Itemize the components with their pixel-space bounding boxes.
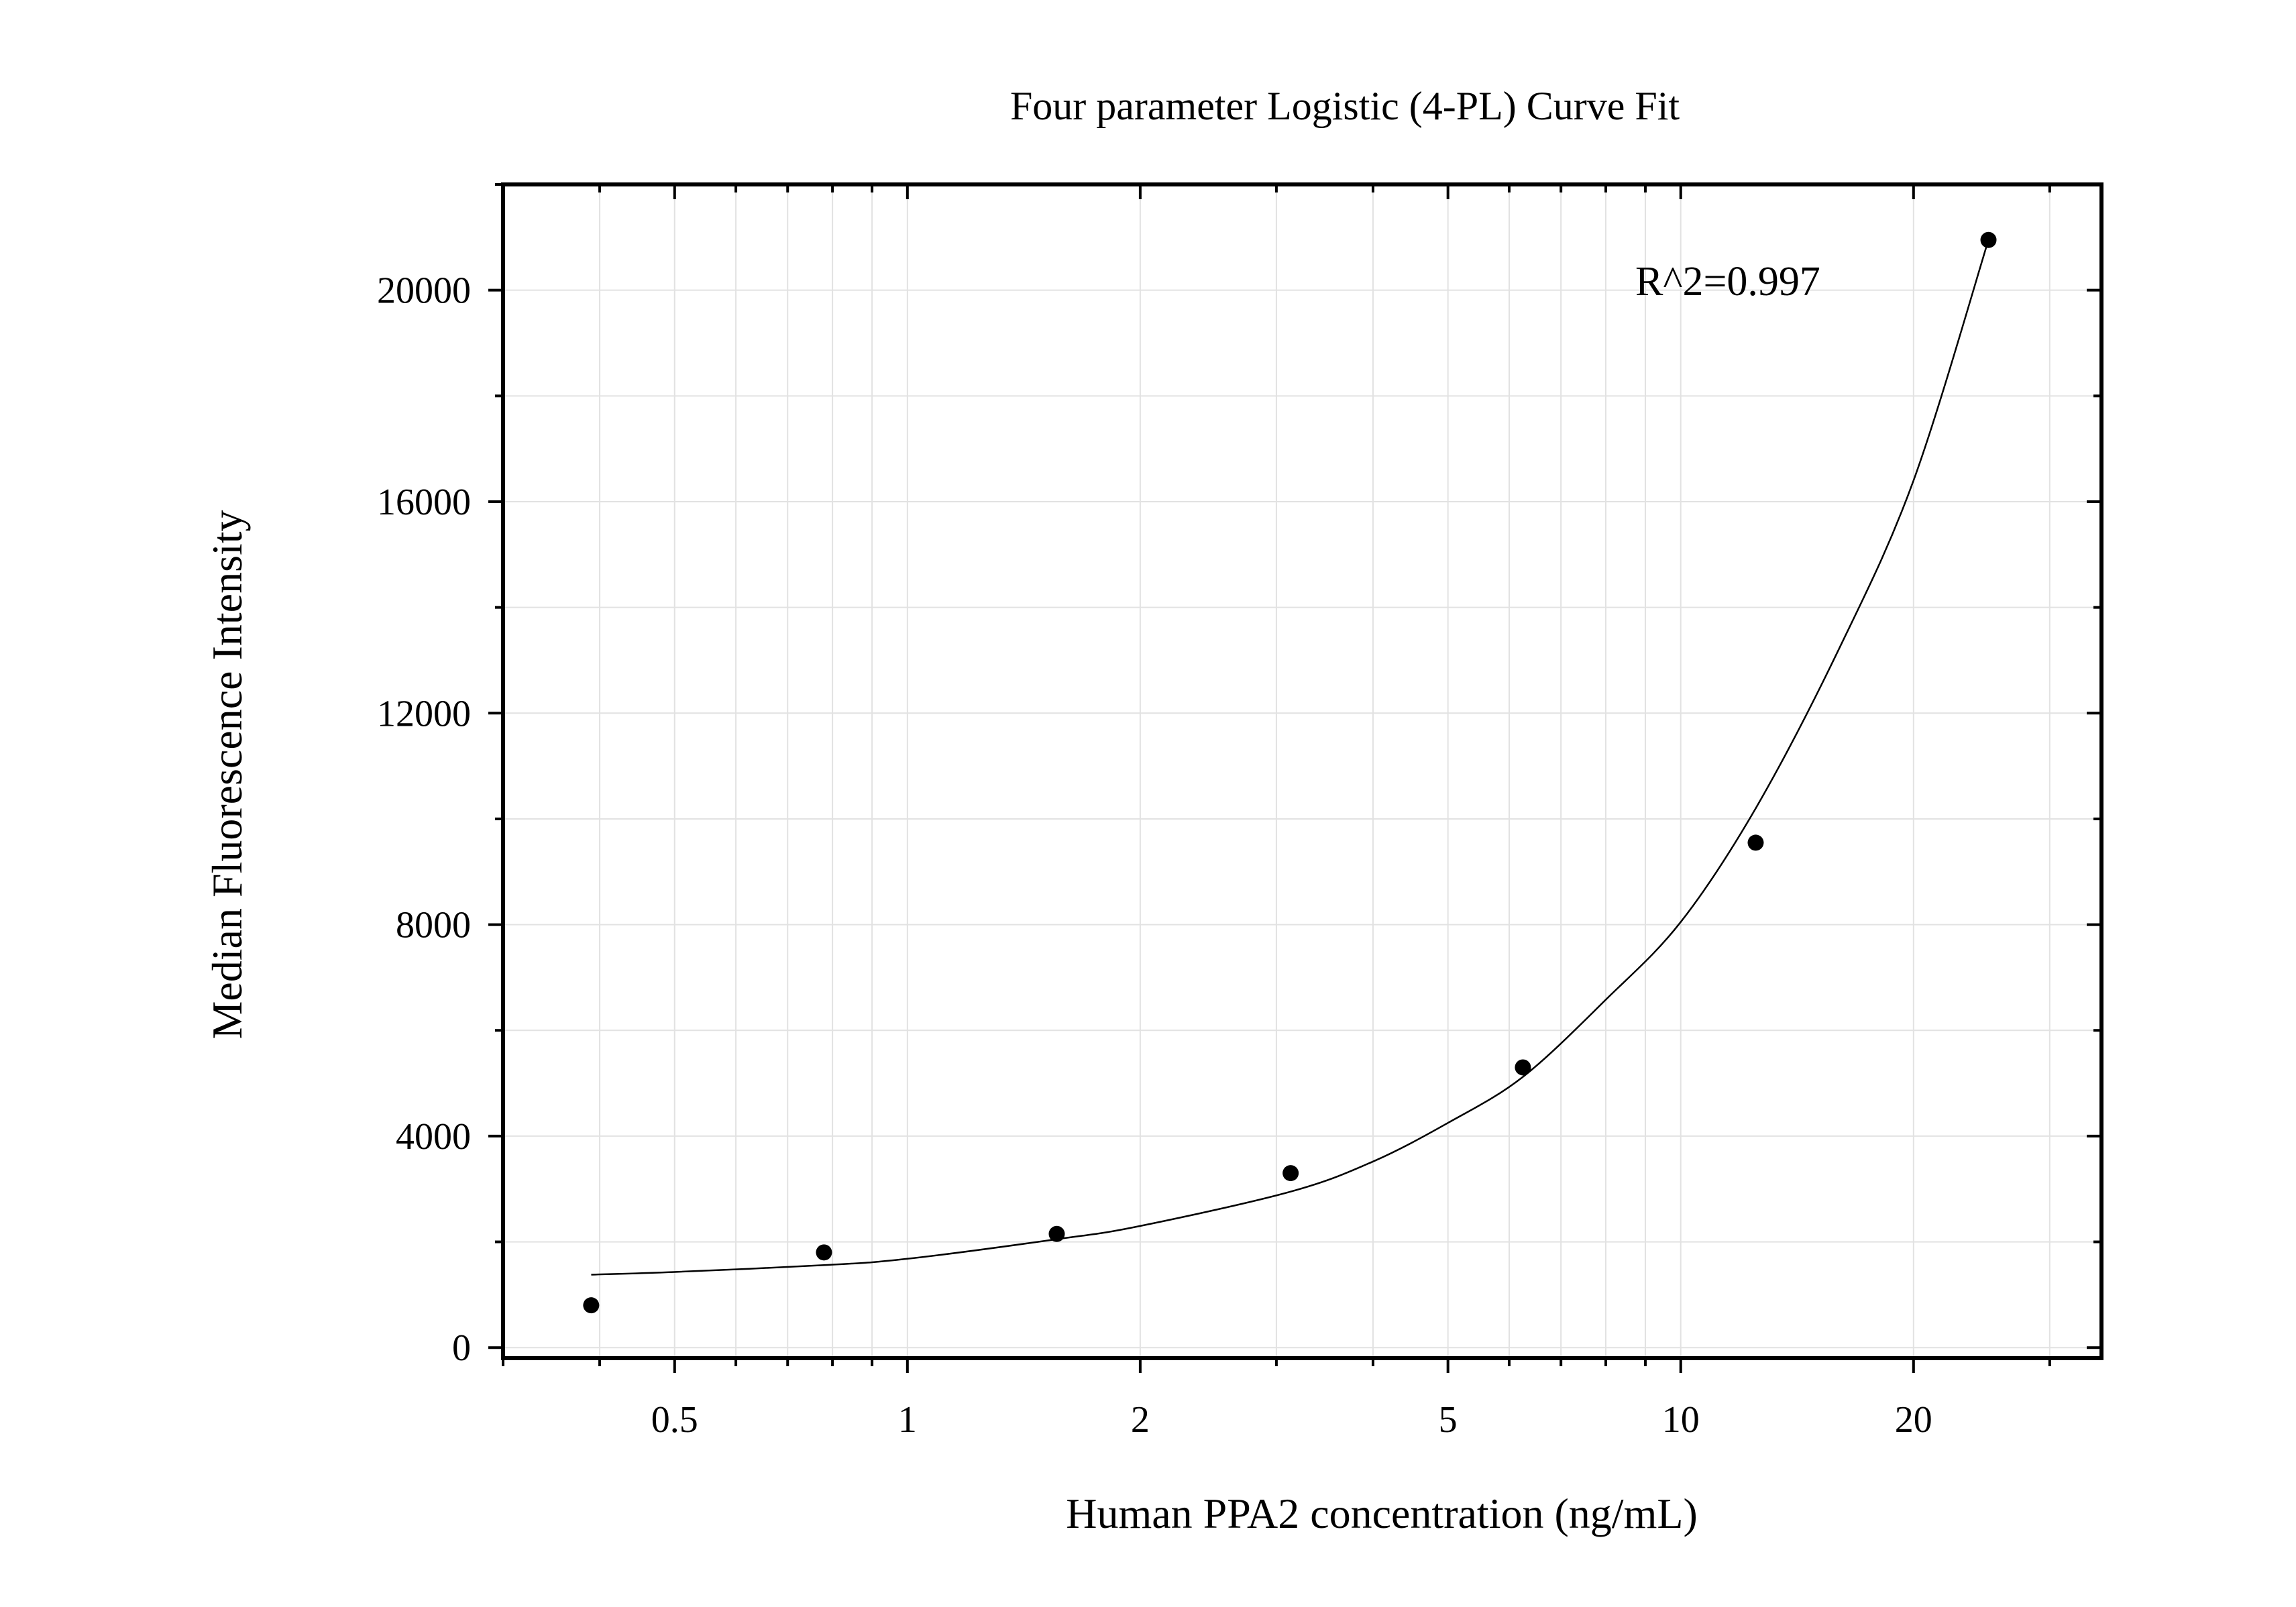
y-tick-label: 8000 bbox=[396, 905, 471, 946]
x-tick-label: 2 bbox=[1131, 1399, 1150, 1441]
x-tick-label: 0.5 bbox=[651, 1399, 698, 1441]
x-axis-label: Human PPA2 concentration (ng/mL) bbox=[1066, 1490, 1698, 1537]
fit-curve-layer bbox=[591, 239, 1989, 1276]
data-points-layer bbox=[583, 231, 1997, 1314]
x-tick-label: 5 bbox=[1439, 1399, 1458, 1441]
y-tick-label: 4000 bbox=[396, 1116, 471, 1158]
x-tick-label: 1 bbox=[898, 1399, 917, 1441]
data-point bbox=[583, 1297, 600, 1314]
data-point bbox=[1282, 1165, 1299, 1182]
y-axis-label: Median Fluorescence Intensity bbox=[203, 510, 251, 1039]
data-point bbox=[1515, 1059, 1531, 1076]
y-tick-label: 20000 bbox=[377, 270, 471, 312]
fit-curve bbox=[591, 239, 1989, 1276]
data-point bbox=[816, 1244, 832, 1261]
chart-title: Four parameter Logistic (4-PL) Curve Fit bbox=[1010, 84, 1680, 128]
tick-label-layer: 0.5 1 2 5 10 20 0 4000 8000 12000 16000 20000 bbox=[377, 270, 1932, 1441]
plot-frame bbox=[501, 182, 2103, 1360]
r-squared-annotation: R^2=0.997 bbox=[1635, 259, 1820, 304]
data-point bbox=[1980, 231, 1997, 248]
y-tick-label: 0 bbox=[452, 1327, 471, 1369]
tick-layer bbox=[488, 183, 2101, 1373]
data-point bbox=[1048, 1225, 1065, 1242]
x-tick-label: 10 bbox=[1662, 1399, 1700, 1441]
data-point bbox=[1747, 834, 1764, 851]
x-tick-label: 20 bbox=[1895, 1399, 1932, 1441]
y-tick-label: 16000 bbox=[377, 482, 471, 523]
y-tick-label: 12000 bbox=[377, 693, 471, 734]
